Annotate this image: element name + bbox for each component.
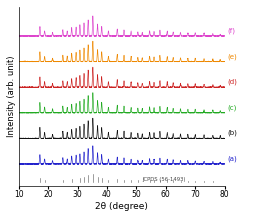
Y-axis label: Intensity (arb. unit): Intensity (arb. unit)	[7, 56, 16, 137]
Text: (c): (c)	[227, 104, 236, 111]
Text: (b): (b)	[227, 130, 237, 136]
Text: (a): (a)	[227, 155, 237, 162]
Text: (e): (e)	[227, 53, 237, 60]
Text: JCPDS (56-1493): JCPDS (56-1493)	[142, 177, 186, 182]
Text: (f): (f)	[227, 27, 235, 34]
Text: (d): (d)	[227, 79, 237, 85]
X-axis label: 2θ (degree): 2θ (degree)	[95, 202, 148, 211]
